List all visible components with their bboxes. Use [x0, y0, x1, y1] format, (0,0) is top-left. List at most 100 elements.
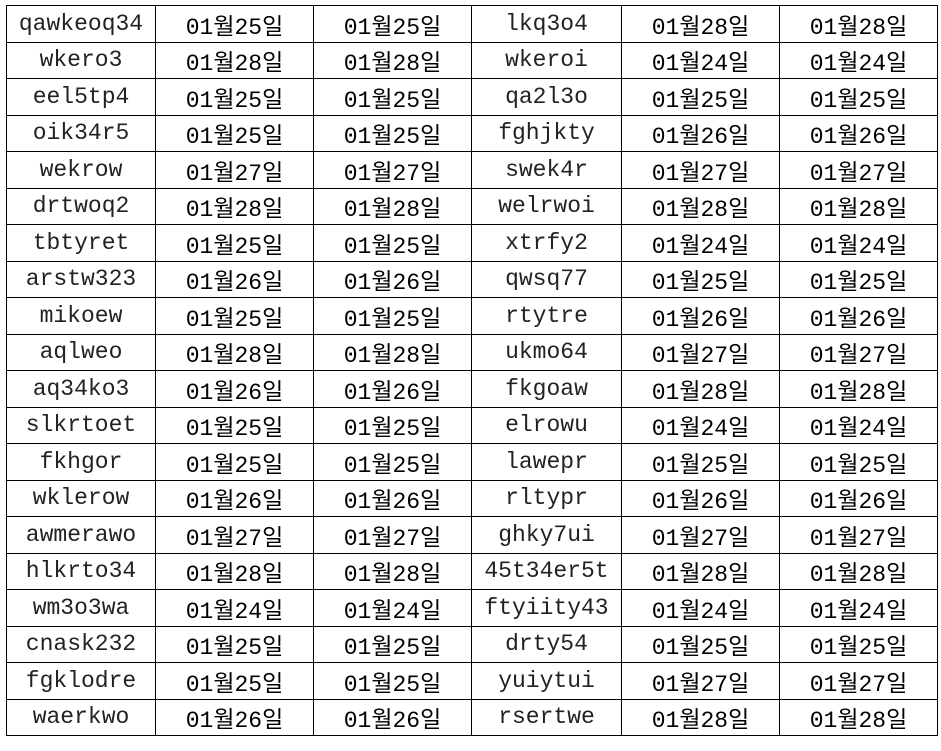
cell-date-a2[interactable]: 01월26일 [313, 698, 472, 736]
cell-code-a[interactable]: eel5tp4 [6, 78, 156, 116]
cell-code-a[interactable]: oik34r5 [6, 114, 156, 152]
cell-code-a[interactable]: wkero3 [6, 41, 156, 79]
cell-code-a[interactable]: awmerawo [6, 516, 156, 554]
cell-date-b1[interactable]: 01월24일 [621, 589, 780, 627]
cell-code-b[interactable]: xtrfy2 [471, 224, 622, 262]
cell-date-a1[interactable]: 01월26일 [155, 479, 314, 517]
cell-date-a2[interactable]: 01월27일 [313, 516, 472, 554]
cell-date-b1[interactable]: 01월27일 [621, 662, 780, 700]
cell-code-b[interactable]: elrowu [471, 406, 622, 444]
cell-date-b2[interactable]: 01월26일 [779, 297, 938, 335]
cell-date-a2[interactable]: 01월26일 [313, 479, 472, 517]
cell-code-b[interactable]: welrwoi [471, 187, 622, 225]
cell-date-b2[interactable]: 01월24일 [779, 406, 938, 444]
cell-date-b1[interactable]: 01월28일 [621, 552, 780, 590]
cell-date-b2[interactable]: 01월28일 [779, 370, 938, 408]
cell-code-b[interactable]: lawepr [471, 443, 622, 481]
cell-date-b2[interactable]: 01월28일 [779, 552, 938, 590]
cell-code-b[interactable]: rsertwe [471, 698, 622, 736]
cell-date-b1[interactable]: 01월25일 [621, 260, 780, 298]
cell-date-a2[interactable]: 01월26일 [313, 260, 472, 298]
cell-date-b1[interactable]: 01월26일 [621, 114, 780, 152]
cell-date-a2[interactable]: 01월25일 [313, 297, 472, 335]
cell-date-a2[interactable]: 01월25일 [313, 443, 472, 481]
cell-date-a2[interactable]: 01월25일 [313, 224, 472, 262]
cell-code-b[interactable]: drty54 [471, 625, 622, 663]
cell-date-b1[interactable]: 01월28일 [621, 698, 780, 736]
cell-date-b2[interactable]: 01월25일 [779, 260, 938, 298]
cell-date-b2[interactable]: 01월28일 [779, 5, 938, 43]
cell-date-a1[interactable]: 01월28일 [155, 333, 314, 371]
cell-date-a1[interactable]: 01월27일 [155, 516, 314, 554]
cell-date-a2[interactable]: 01월26일 [313, 370, 472, 408]
cell-code-b[interactable]: rtytre [471, 297, 622, 335]
cell-date-b2[interactable]: 01월27일 [779, 662, 938, 700]
cell-date-a2[interactable]: 01월27일 [313, 151, 472, 189]
cell-date-a1[interactable]: 01월25일 [155, 443, 314, 481]
cell-code-a[interactable]: aqlweo [6, 333, 156, 371]
cell-date-a2[interactable]: 01월25일 [313, 114, 472, 152]
cell-code-a[interactable]: hlkrto34 [6, 552, 156, 590]
cell-date-a2[interactable]: 01월25일 [313, 625, 472, 663]
cell-code-b[interactable]: ftyiity43 [471, 589, 622, 627]
cell-date-b1[interactable]: 01월26일 [621, 479, 780, 517]
cell-date-b1[interactable]: 01월28일 [621, 5, 780, 43]
cell-date-b2[interactable]: 01월25일 [779, 625, 938, 663]
cell-date-a1[interactable]: 01월26일 [155, 260, 314, 298]
cell-code-b[interactable]: qwsq77 [471, 260, 622, 298]
cell-date-b2[interactable]: 01월28일 [779, 187, 938, 225]
cell-code-a[interactable]: fgklodre [6, 662, 156, 700]
cell-code-a[interactable]: arstw323 [6, 260, 156, 298]
cell-code-b[interactable]: fghjkty [471, 114, 622, 152]
cell-date-a1[interactable]: 01월25일 [155, 406, 314, 444]
cell-date-b1[interactable]: 01월25일 [621, 625, 780, 663]
cell-date-b1[interactable]: 01월24일 [621, 41, 780, 79]
cell-date-a2[interactable]: 01월25일 [313, 78, 472, 116]
cell-date-a1[interactable]: 01월28일 [155, 41, 314, 79]
cell-code-b[interactable]: wkeroi [471, 41, 622, 79]
cell-date-b1[interactable]: 01월27일 [621, 516, 780, 554]
cell-code-a[interactable]: qawkeoq34 [6, 5, 156, 43]
cell-date-a1[interactable]: 01월27일 [155, 151, 314, 189]
cell-date-a2[interactable]: 01월28일 [313, 333, 472, 371]
cell-code-b[interactable]: swek4r [471, 151, 622, 189]
cell-code-a[interactable]: drtwoq2 [6, 187, 156, 225]
cell-date-b2[interactable]: 01월27일 [779, 333, 938, 371]
cell-date-a1[interactable]: 01월28일 [155, 552, 314, 590]
cell-date-a2[interactable]: 01월25일 [313, 662, 472, 700]
cell-date-b1[interactable]: 01월28일 [621, 187, 780, 225]
cell-code-b[interactable]: lkq3o4 [471, 5, 622, 43]
cell-date-b1[interactable]: 01월26일 [621, 297, 780, 335]
cell-date-a1[interactable]: 01월25일 [155, 114, 314, 152]
cell-date-a1[interactable]: 01월25일 [155, 78, 314, 116]
cell-code-b[interactable]: ghky7ui [471, 516, 622, 554]
cell-date-a2[interactable]: 01월28일 [313, 552, 472, 590]
cell-code-b[interactable]: qa2l3o [471, 78, 622, 116]
cell-code-a[interactable]: aq34ko3 [6, 370, 156, 408]
cell-date-b2[interactable]: 01월26일 [779, 114, 938, 152]
cell-date-b1[interactable]: 01월28일 [621, 370, 780, 408]
cell-date-b1[interactable]: 01월27일 [621, 151, 780, 189]
cell-date-a1[interactable]: 01월25일 [155, 662, 314, 700]
cell-code-b[interactable]: 45t34er5t [471, 552, 622, 590]
cell-date-a1[interactable]: 01월28일 [155, 187, 314, 225]
cell-code-a[interactable]: cnask232 [6, 625, 156, 663]
cell-code-a[interactable]: slkrtoet [6, 406, 156, 444]
cell-code-a[interactable]: wm3o3wa [6, 589, 156, 627]
cell-code-a[interactable]: wklerow [6, 479, 156, 517]
cell-date-a2[interactable]: 01월24일 [313, 589, 472, 627]
cell-date-a1[interactable]: 01월25일 [155, 625, 314, 663]
cell-date-a1[interactable]: 01월25일 [155, 297, 314, 335]
cell-date-b2[interactable]: 01월25일 [779, 78, 938, 116]
cell-date-a1[interactable]: 01월25일 [155, 5, 314, 43]
cell-date-b2[interactable]: 01월24일 [779, 589, 938, 627]
cell-date-a1[interactable]: 01월26일 [155, 698, 314, 736]
cell-code-a[interactable]: wekrow [6, 151, 156, 189]
cell-date-b1[interactable]: 01월27일 [621, 333, 780, 371]
cell-code-b[interactable]: fkgoaw [471, 370, 622, 408]
cell-code-b[interactable]: rltypr [471, 479, 622, 517]
cell-date-b1[interactable]: 01월25일 [621, 78, 780, 116]
cell-date-a1[interactable]: 01월26일 [155, 370, 314, 408]
cell-date-b2[interactable]: 01월24일 [779, 224, 938, 262]
cell-date-b1[interactable]: 01월25일 [621, 443, 780, 481]
